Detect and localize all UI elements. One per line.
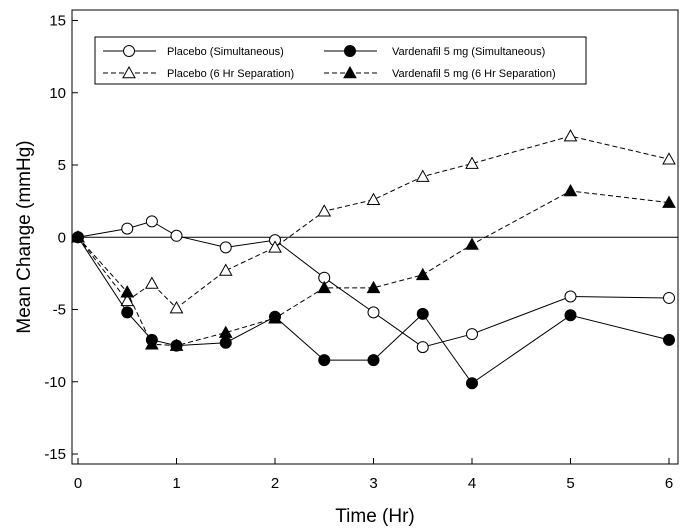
data-point: [268, 311, 282, 324]
y-tick-label: 5: [58, 157, 66, 174]
data-point: [169, 301, 184, 314]
data-point: [366, 192, 381, 205]
data-point: [268, 240, 282, 253]
legend-item-1: Placebo (Simultaneous): [103, 45, 284, 58]
legend-label: Placebo (Simultaneous): [167, 46, 284, 58]
y-tick-label: 10: [49, 85, 66, 102]
legend: Placebo (Simultaneous) Placebo (6 Hr Sepa…: [94, 36, 587, 85]
data-point: [466, 328, 478, 341]
y-tick-label: -15: [44, 446, 66, 463]
data-point: [663, 333, 675, 346]
y-tick-label: -10: [44, 374, 66, 391]
legend-item-2: Placebo (6 Hr Separation): [103, 65, 294, 80]
x-tick-label: 1: [172, 475, 180, 492]
y-axis-label: Mean Change (mmHg): [14, 140, 35, 333]
data-point: [563, 129, 578, 142]
x-tick-label: 5: [566, 475, 574, 492]
data-point: [564, 290, 577, 303]
series-1: [72, 215, 675, 354]
legend-item-3: Vardenafil 5 mg (Simultaneous): [324, 45, 545, 58]
data-point: [218, 263, 233, 276]
data-point: [416, 341, 429, 354]
data-point: [121, 222, 134, 235]
data-point: [120, 285, 135, 298]
legend-marker: [344, 45, 356, 57]
data-point: [121, 306, 134, 319]
series-layer: [71, 129, 676, 390]
legend-box: [94, 36, 587, 85]
y-tick-label: 0: [58, 229, 66, 246]
data-point: [145, 337, 159, 350]
data-point: [71, 230, 85, 243]
axis-ticks: 0 1 2 3 4 5 6 15 10 5 0 -5 -10 -15: [44, 13, 673, 493]
data-point: [317, 280, 332, 294]
x-tick-label: 2: [271, 475, 279, 492]
data-point: [366, 280, 381, 294]
data-point: [465, 156, 479, 169]
data-point: [465, 237, 479, 250]
data-point: [169, 338, 184, 351]
data-point: [367, 354, 380, 367]
data-point: [415, 169, 430, 182]
series-4: [71, 183, 676, 351]
legend-marker: [122, 65, 136, 79]
x-tick-label: 0: [74, 475, 82, 492]
data-point: [219, 336, 232, 349]
data-point: [218, 325, 233, 338]
data-point: [564, 309, 577, 322]
y-tick-label: -5: [53, 302, 66, 319]
data-point: [466, 377, 478, 390]
series-line: [77, 190, 670, 347]
data-point: [120, 293, 135, 307]
legend-marker: [123, 45, 135, 57]
legend-label: Vardenafil 5 mg (6 Hr Separation): [392, 68, 556, 80]
legend-label: Vardenafil 5 mg (Simultaneous): [392, 46, 545, 58]
data-point: [663, 291, 675, 304]
data-point: [145, 276, 159, 289]
data-point: [662, 195, 676, 208]
legend-item-4: Vardenafil 5 mg (6 Hr Separation): [324, 65, 556, 80]
data-point: [219, 241, 232, 254]
data-point: [317, 204, 332, 217]
x-tick-label: 4: [468, 475, 476, 492]
data-point: [415, 267, 430, 281]
x-tick-label: 6: [665, 475, 673, 492]
x-axis-label: Time (Hr): [335, 506, 415, 527]
data-point: [145, 215, 158, 228]
legend-marker: [343, 65, 357, 79]
y-tick-label: 15: [49, 13, 66, 30]
x-tick-label: 3: [369, 475, 377, 492]
legend-label: Placebo (6 Hr Separation): [167, 68, 294, 80]
data-point: [318, 354, 331, 367]
data-point: [416, 307, 429, 320]
data-point: [662, 152, 676, 165]
data-point: [170, 229, 183, 242]
data-point: [367, 306, 380, 319]
data-point: [563, 183, 578, 197]
